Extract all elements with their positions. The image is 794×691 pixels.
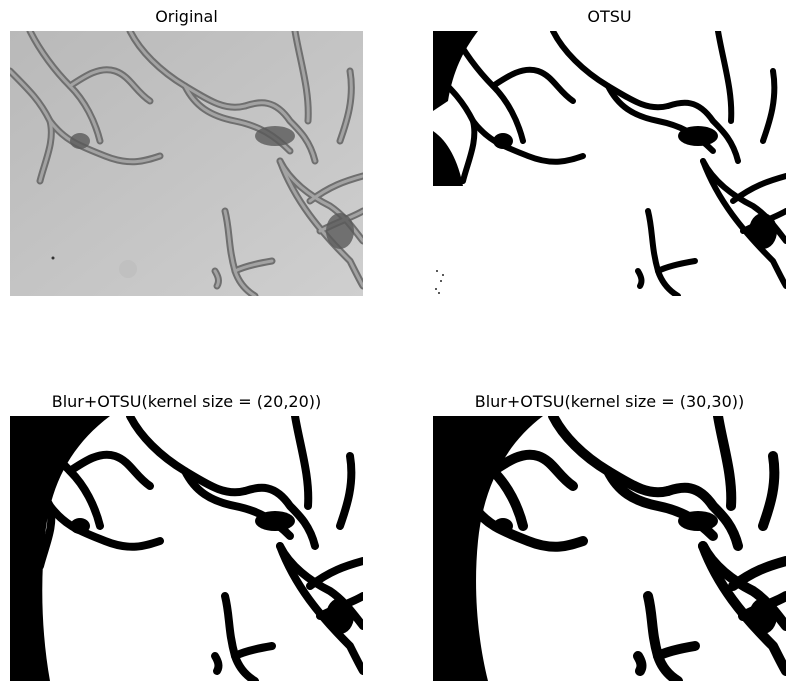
panel-title: Blur+OTSU(kernel size = (20,20)) (51, 392, 322, 411)
blur-20-image (10, 416, 363, 681)
panel-title: Blur+OTSU(kernel size = (30,30)) (474, 392, 745, 411)
original-image (10, 31, 363, 296)
panel-title: OTSU (587, 7, 632, 26)
blur-30-image (433, 416, 786, 681)
otsu-image (433, 31, 786, 296)
panel-title: Original (155, 7, 218, 26)
